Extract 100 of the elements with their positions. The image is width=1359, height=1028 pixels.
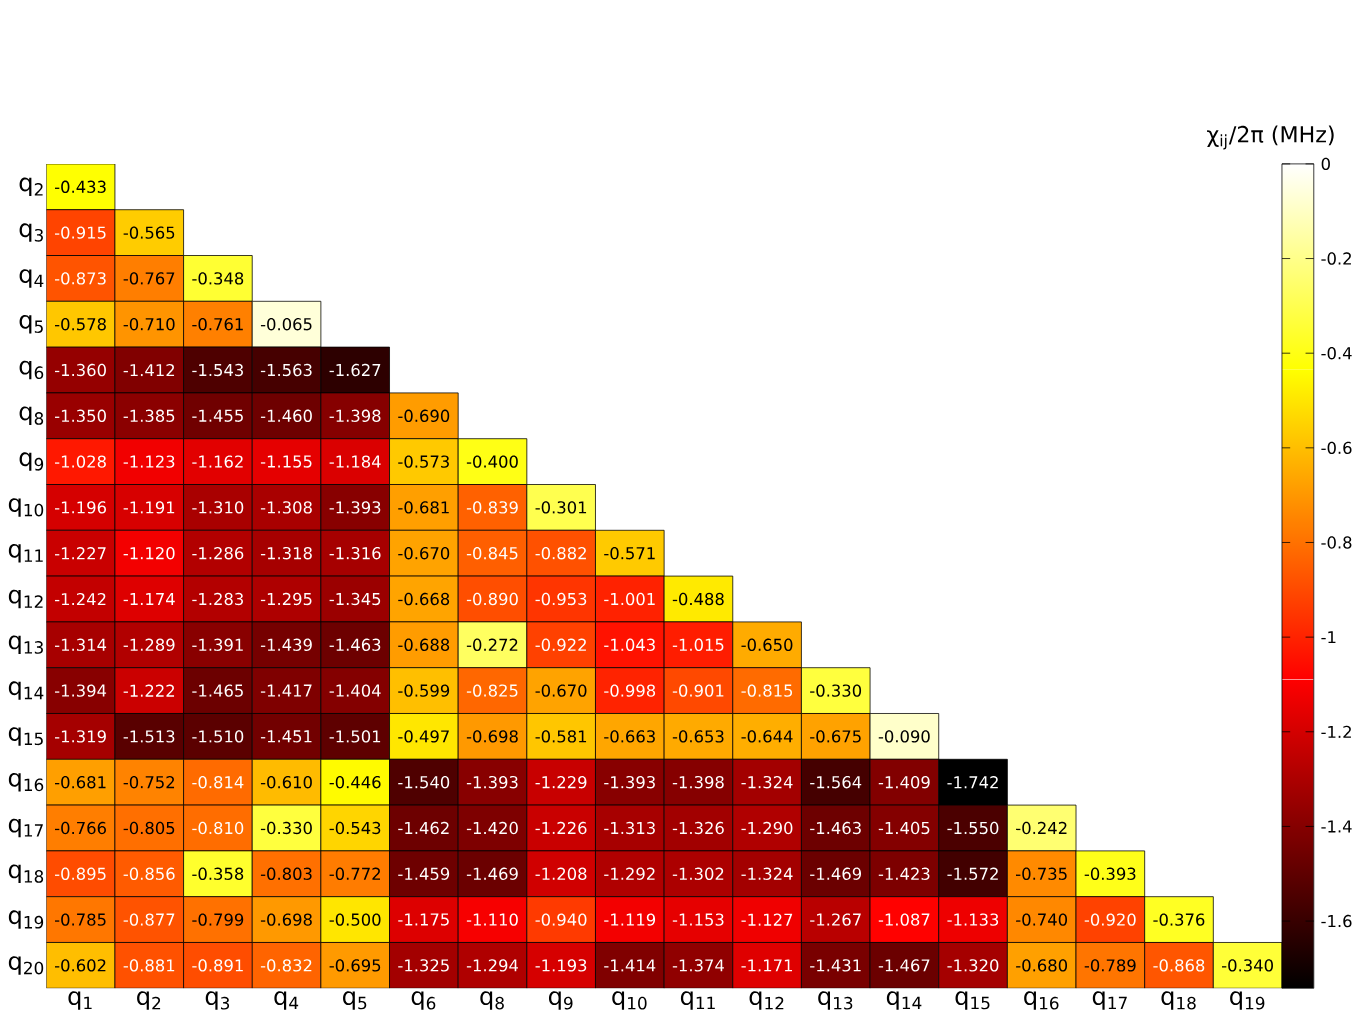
data-label: -1.314 bbox=[54, 638, 107, 652]
data-label: -1.550 bbox=[947, 821, 999, 835]
data-label: -1.469 bbox=[810, 867, 862, 881]
y-tick-label: q$_{10}$ bbox=[8, 498, 44, 517]
color-bar-label: -0.8 bbox=[1321, 536, 1352, 549]
data-label: -0.272 bbox=[466, 638, 518, 652]
data-label: -1.208 bbox=[535, 867, 587, 881]
data-label: -1.267 bbox=[810, 913, 861, 926]
data-label: -1.465 bbox=[192, 684, 243, 697]
data-label: -0.675 bbox=[810, 730, 861, 743]
data-label: -1.155 bbox=[260, 455, 312, 468]
data-label: -0.348 bbox=[192, 272, 244, 285]
data-label: -1.423 bbox=[878, 867, 930, 881]
data-label: -0.890 bbox=[466, 592, 518, 606]
data-label: -1.360 bbox=[54, 363, 106, 377]
x-tick-label: q$_{19}$ bbox=[1230, 991, 1265, 1010]
data-label: -0.446 bbox=[329, 776, 381, 789]
data-label: -0.599 bbox=[398, 684, 450, 697]
y-tick-label: q$_{12}$ bbox=[8, 589, 43, 609]
data-label: -0.810 bbox=[192, 821, 244, 835]
data-label: -0.940 bbox=[535, 913, 587, 926]
data-label: -1.409 bbox=[878, 776, 930, 789]
x-tick-label: q$_{10}$ bbox=[612, 991, 647, 1010]
color-bar-label: -1.2 bbox=[1321, 725, 1351, 738]
data-label: -1.742 bbox=[947, 776, 998, 789]
color-bar-label: -1 bbox=[1321, 631, 1336, 644]
data-label: -0.670 bbox=[398, 547, 450, 560]
data-label: -1.325 bbox=[398, 959, 449, 972]
data-label: -1.451 bbox=[260, 730, 312, 743]
data-label: -1.286 bbox=[192, 547, 244, 560]
data-label: -0.488 bbox=[672, 592, 724, 606]
data-label: -1.324 bbox=[741, 776, 793, 789]
data-label: -1.404 bbox=[329, 684, 381, 697]
data-label: -0.681 bbox=[398, 501, 449, 514]
data-label: -1.162 bbox=[192, 455, 243, 468]
data-label: -1.394 bbox=[54, 684, 107, 697]
data-label: -1.572 bbox=[947, 867, 998, 881]
data-label: -1.120 bbox=[123, 547, 175, 560]
color-bar-label: 0 bbox=[1321, 157, 1330, 171]
data-label: -1.226 bbox=[535, 821, 587, 835]
data-label: -0.330 bbox=[810, 684, 862, 697]
y-tick-label: q$_{19}$ bbox=[8, 910, 44, 929]
color-bar-label: -0.2 bbox=[1321, 252, 1351, 265]
data-label: -0.915 bbox=[54, 226, 106, 239]
data-label: -1.292 bbox=[604, 867, 655, 881]
data-label: -0.581 bbox=[535, 730, 587, 743]
color-bar-title: χ$_{ij}$/2π (MHz) bbox=[1207, 125, 1334, 150]
data-label: -1.222 bbox=[123, 684, 175, 697]
data-label: -0.710 bbox=[123, 318, 175, 331]
data-label: -1.374 bbox=[672, 959, 724, 972]
data-label: -0.839 bbox=[466, 501, 518, 514]
data-label: -1.302 bbox=[672, 867, 724, 881]
data-label: -1.414 bbox=[604, 959, 656, 972]
data-label: -0.565 bbox=[123, 226, 175, 239]
data-label: -0.668 bbox=[398, 592, 450, 606]
data-label: -0.772 bbox=[329, 867, 380, 881]
data-label: -1.391 bbox=[192, 638, 243, 652]
data-label: -0.920 bbox=[1084, 913, 1136, 926]
data-label: -1.459 bbox=[398, 867, 450, 881]
y-tick-label: q$_{5}$ bbox=[19, 315, 43, 334]
data-label: -1.350 bbox=[54, 409, 106, 423]
data-label: -1.543 bbox=[192, 363, 243, 377]
data-label: -1.294 bbox=[466, 959, 518, 972]
data-label: -0.998 bbox=[604, 684, 656, 697]
y-tick-label: q$_{4}$ bbox=[19, 269, 44, 288]
data-label: -0.400 bbox=[466, 455, 518, 468]
data-label: -1.540 bbox=[398, 776, 450, 789]
data-label: -1.439 bbox=[260, 638, 312, 652]
data-label: -0.832 bbox=[260, 959, 312, 972]
data-label: -1.564 bbox=[810, 776, 862, 789]
data-label: -1.110 bbox=[466, 913, 518, 926]
data-label: -0.873 bbox=[54, 272, 106, 285]
data-label: -1.043 bbox=[604, 638, 655, 652]
data-label: -1.133 bbox=[947, 913, 999, 926]
data-label: -0.500 bbox=[329, 913, 381, 926]
data-label: -0.799 bbox=[192, 913, 244, 926]
data-label: -0.735 bbox=[1016, 867, 1067, 881]
data-label: -1.127 bbox=[741, 913, 793, 926]
data-label: -0.805 bbox=[123, 821, 175, 835]
data-label: -1.319 bbox=[54, 730, 106, 743]
data-label: -0.670 bbox=[535, 684, 587, 697]
data-label: -0.602 bbox=[54, 959, 106, 972]
data-label: -1.431 bbox=[810, 959, 861, 972]
data-label: -0.644 bbox=[741, 730, 793, 743]
data-label: -0.393 bbox=[1084, 867, 1136, 881]
data-label: -0.766 bbox=[54, 821, 106, 835]
data-label: -1.460 bbox=[260, 409, 312, 423]
x-tick-label: q$_{5}$ bbox=[343, 991, 367, 1010]
data-label: -0.877 bbox=[123, 913, 175, 926]
x-tick-label: q$_{12}$ bbox=[749, 991, 784, 1010]
data-label: -1.510 bbox=[192, 730, 244, 743]
data-label: -0.090 bbox=[878, 730, 930, 743]
data-label: -1.119 bbox=[604, 913, 656, 926]
x-tick-label: q$_{1}$ bbox=[68, 991, 92, 1010]
y-tick-label: q$_{2}$ bbox=[19, 177, 43, 197]
data-label: -0.330 bbox=[260, 821, 312, 835]
data-label: -0.895 bbox=[54, 867, 106, 881]
data-label: -1.227 bbox=[54, 547, 106, 560]
y-tick-label: q$_{6}$ bbox=[19, 360, 44, 380]
data-label: -1.193 bbox=[535, 959, 587, 972]
